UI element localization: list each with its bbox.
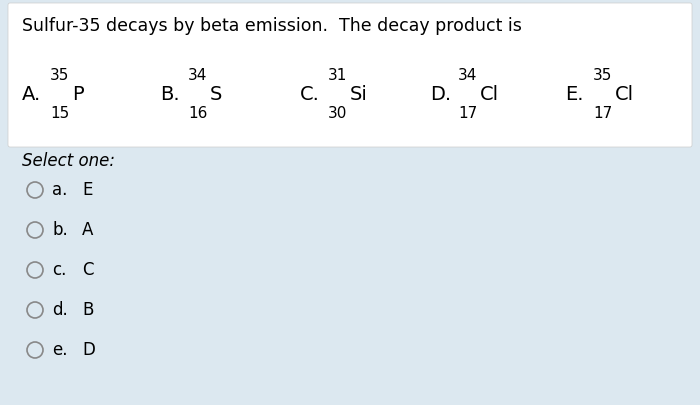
Text: E: E bbox=[82, 181, 92, 199]
Text: B.: B. bbox=[160, 85, 180, 104]
Text: A.: A. bbox=[22, 85, 41, 104]
FancyBboxPatch shape bbox=[8, 3, 692, 147]
Text: S: S bbox=[210, 85, 223, 104]
Text: Sulfur-35 decays by beta emission.  The decay product is: Sulfur-35 decays by beta emission. The d… bbox=[22, 17, 522, 35]
Text: Cl: Cl bbox=[480, 85, 499, 104]
Text: D: D bbox=[82, 341, 95, 359]
Text: d.: d. bbox=[52, 301, 68, 319]
Text: 35: 35 bbox=[593, 68, 612, 83]
Text: 31: 31 bbox=[328, 68, 347, 83]
Text: c.: c. bbox=[52, 261, 66, 279]
Text: Select one:: Select one: bbox=[22, 152, 115, 170]
Text: b.: b. bbox=[52, 221, 68, 239]
Text: A: A bbox=[82, 221, 93, 239]
Text: P: P bbox=[72, 85, 83, 104]
Text: C: C bbox=[82, 261, 94, 279]
Text: Si: Si bbox=[350, 85, 368, 104]
Text: D.: D. bbox=[430, 85, 451, 104]
Text: E.: E. bbox=[565, 85, 584, 104]
Text: B: B bbox=[82, 301, 93, 319]
Text: 34: 34 bbox=[458, 68, 477, 83]
Text: 17: 17 bbox=[458, 107, 477, 121]
Text: a.: a. bbox=[52, 181, 67, 199]
Text: 16: 16 bbox=[188, 107, 207, 121]
Text: C.: C. bbox=[300, 85, 320, 104]
Text: 15: 15 bbox=[50, 107, 69, 121]
Text: 34: 34 bbox=[188, 68, 207, 83]
Text: e.: e. bbox=[52, 341, 67, 359]
Text: 35: 35 bbox=[50, 68, 69, 83]
Text: Cl: Cl bbox=[615, 85, 634, 104]
Text: 17: 17 bbox=[593, 107, 612, 121]
Text: 30: 30 bbox=[328, 107, 347, 121]
